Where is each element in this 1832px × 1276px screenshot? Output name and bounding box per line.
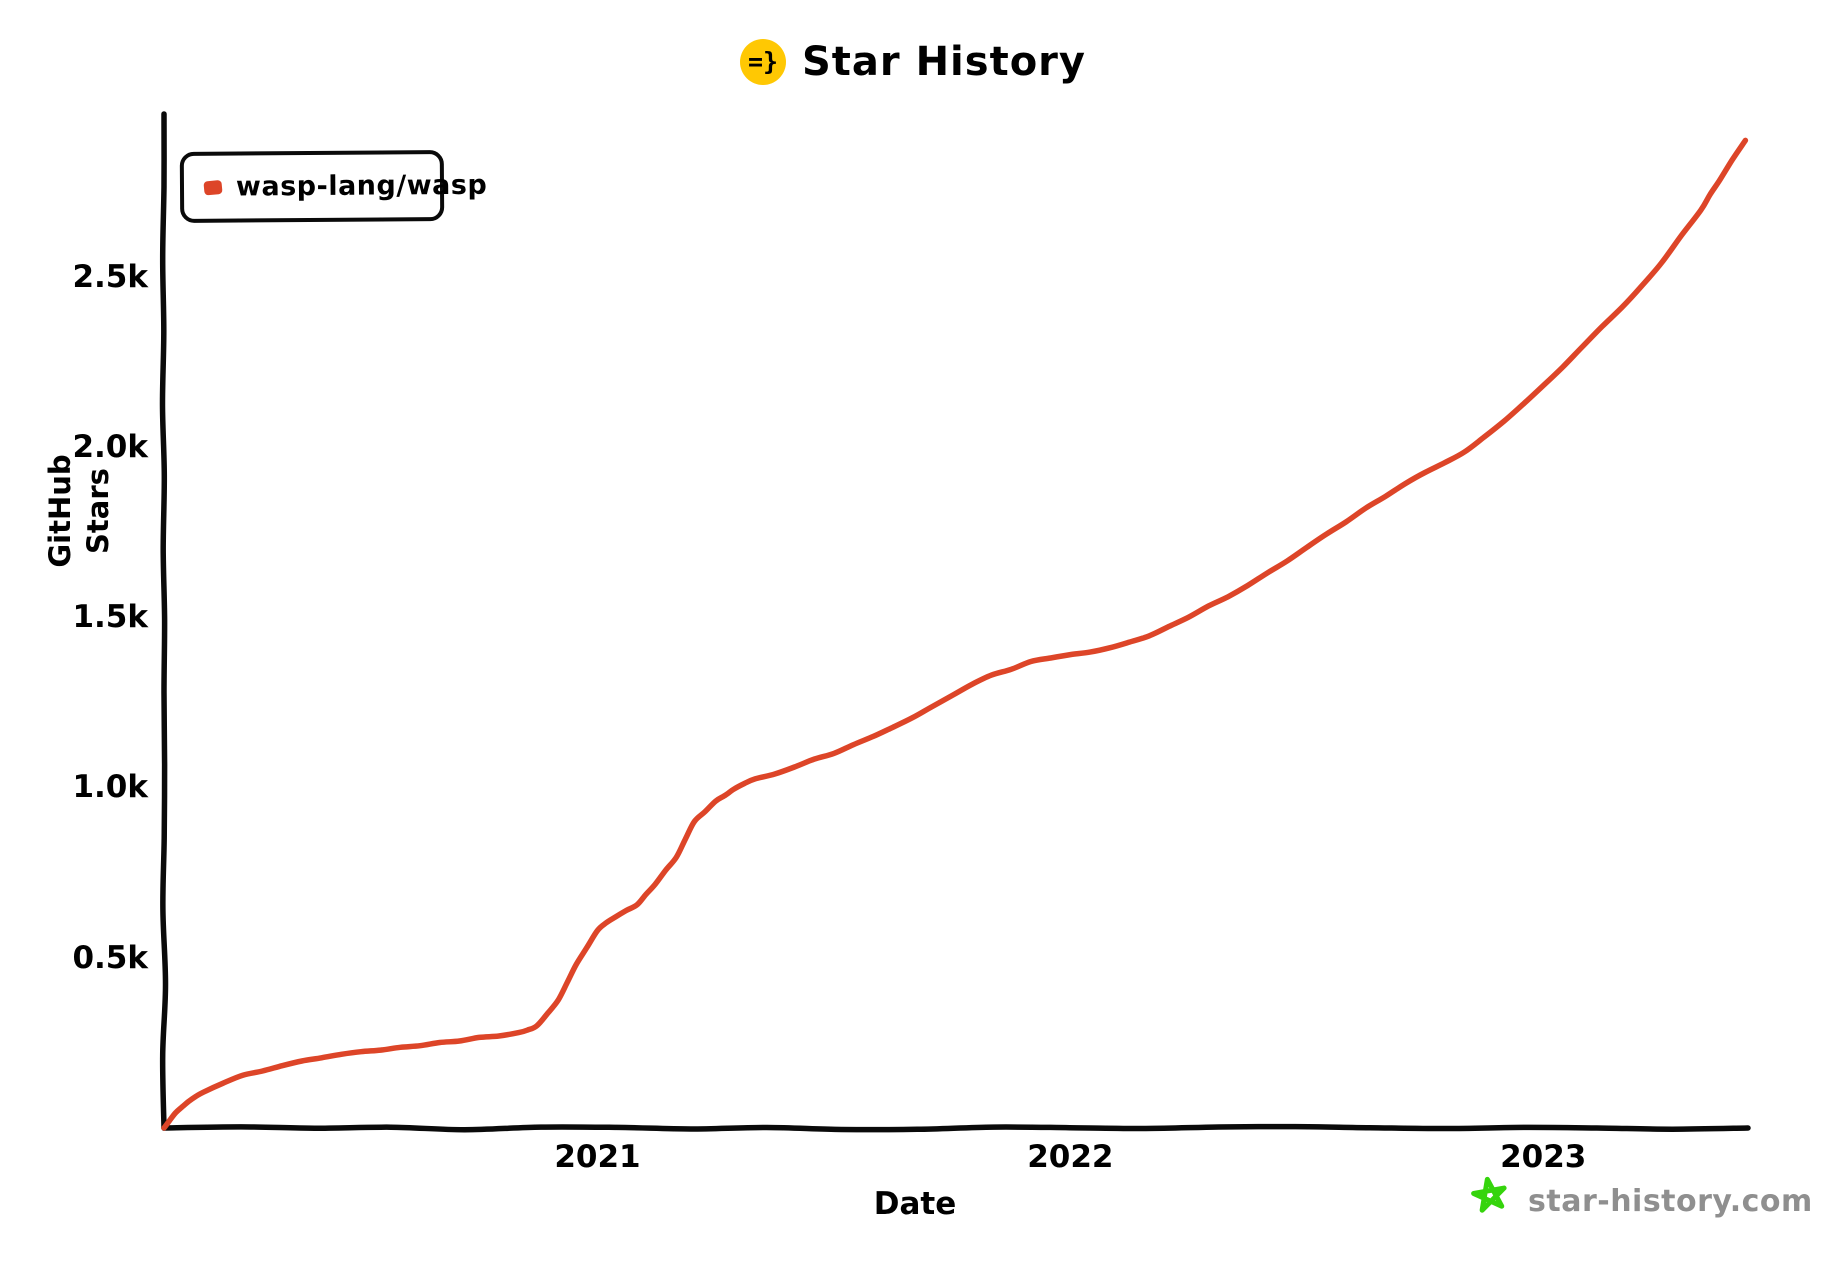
x-tick-label: 2022 bbox=[1027, 1139, 1114, 1175]
x-axis-line bbox=[161, 1123, 1751, 1133]
star-icon bbox=[1471, 1176, 1507, 1213]
y-axis-line bbox=[159, 111, 169, 1131]
watermark-site-text: star-history.com bbox=[1528, 1183, 1813, 1219]
x-tick-label: 2021 bbox=[554, 1139, 641, 1175]
x-tick-label: 2023 bbox=[1500, 1139, 1587, 1175]
y-tick-label: 0.5k bbox=[72, 939, 148, 976]
legend-series-label: wasp-lang/wasp bbox=[235, 169, 488, 203]
y-tick-label: 2.5k bbox=[72, 258, 148, 295]
x-axis-label: Date bbox=[873, 1186, 957, 1222]
watermark: star-history.com bbox=[1466, 1172, 1813, 1230]
y-tick-label: 1.0k bbox=[72, 769, 148, 806]
app-header: =} Star History bbox=[740, 36, 1086, 88]
y-tick-label: 1.5k bbox=[72, 599, 148, 636]
legend: wasp-lang/wasp bbox=[179, 150, 487, 223]
page-title: Star History bbox=[802, 39, 1086, 85]
y-tick-label: 2.0k bbox=[72, 428, 148, 465]
legend-series-marker-icon bbox=[203, 179, 223, 196]
star-history-logo-icon: =} bbox=[740, 39, 786, 85]
logo-glyph: =} bbox=[747, 46, 779, 76]
series-line-wasp-lang-wasp bbox=[161, 137, 1749, 1131]
